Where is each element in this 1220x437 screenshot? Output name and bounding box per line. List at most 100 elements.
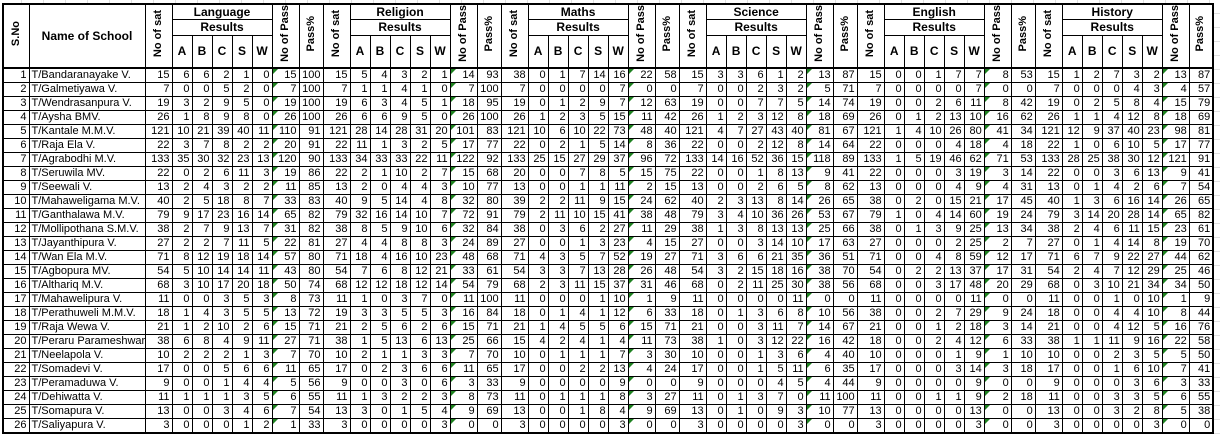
cell-language-pass-pct[interactable]: 91 [298, 123, 324, 139]
cell-sno[interactable]: 10 [2, 193, 30, 209]
cell-english-grade-b[interactable]: 0 [903, 417, 925, 434]
cell-history-no-of-sat[interactable]: 15 [1034, 66, 1063, 83]
cell-history-no-of-sat[interactable]: 71 [1034, 249, 1063, 265]
cell-english-no-of-pass[interactable]: 0 [983, 291, 1012, 307]
cell-maths-no-of-sat[interactable]: 54 [500, 263, 529, 279]
cell-language-no-of-pass[interactable]: 11 [271, 179, 300, 195]
cell-maths-no-of-sat[interactable]: 68 [500, 277, 529, 293]
cell-history-grade-a[interactable]: 0 [1061, 291, 1083, 307]
cell-religion-grade-c[interactable]: 13 [389, 333, 411, 349]
cell-science-grade-s[interactable]: 13 [765, 221, 787, 237]
cell-language-no-of-pass[interactable]: 15 [271, 319, 300, 335]
cell-language-grade-a[interactable]: 9 [171, 207, 193, 223]
cell-science-grade-c[interactable]: 27 [745, 123, 767, 139]
cell-language-no-of-sat[interactable]: 3 [144, 417, 173, 434]
cell-language-grade-b[interactable]: 0 [191, 291, 213, 307]
header-religion-grade-s[interactable]: S [409, 34, 431, 69]
cell-religion-grade-c[interactable]: 3 [389, 291, 411, 307]
cell-english-pass-pct[interactable]: 34 [1010, 123, 1036, 139]
cell-maths-no-of-pass[interactable]: 96 [627, 151, 656, 167]
cell-english-grade-w[interactable]: 59 [963, 249, 985, 265]
cell-language-no-of-sat[interactable]: 13 [144, 179, 173, 195]
cell-religion-no-of-pass[interactable]: 0 [449, 417, 478, 434]
cell-history-grade-c[interactable]: 9 [1101, 249, 1123, 265]
cell-maths-grade-w[interactable]: 10 [607, 291, 629, 307]
cell-science-grade-c[interactable]: 52 [745, 151, 767, 167]
cell-english-grade-w[interactable]: 12 [963, 333, 985, 349]
cell-school-name[interactable]: T/Althariq M.V. [28, 277, 146, 293]
header-religion-grade-b[interactable]: B [369, 34, 391, 69]
cell-english-grade-b[interactable]: 0 [903, 95, 925, 111]
cell-english-grade-w[interactable]: 9 [963, 347, 985, 363]
cell-language-grade-s[interactable]: 2 [231, 81, 253, 97]
cell-religion-pass-pct[interactable]: 93 [476, 66, 502, 83]
header-science-grade-s[interactable]: S [765, 34, 787, 69]
cell-english-pass-pct[interactable]: 31 [1010, 263, 1036, 279]
cell-history-grade-c[interactable]: 20 [1101, 207, 1123, 223]
cell-science-pass-pct[interactable]: 44 [832, 375, 858, 391]
cell-religion-grade-a[interactable]: 1 [349, 389, 371, 405]
cell-history-grade-b[interactable]: 0 [1081, 137, 1103, 153]
cell-maths-grade-s[interactable]: 7 [587, 249, 609, 265]
cell-language-grade-a[interactable]: 0 [171, 417, 193, 434]
cell-language-grade-c[interactable]: 5 [211, 81, 233, 97]
header-history-no-of-pass[interactable]: No of Pass [1161, 3, 1190, 69]
cell-english-pass-pct[interactable]: 24 [1010, 305, 1036, 321]
cell-science-grade-w[interactable]: 11 [785, 361, 807, 377]
cell-language-grade-a[interactable]: 0 [171, 375, 193, 391]
cell-english-grade-c[interactable]: 2 [923, 95, 945, 111]
cell-science-no-of-pass[interactable]: 118 [805, 151, 834, 167]
cell-religion-grade-b[interactable]: 5 [369, 333, 391, 349]
cell-english-pass-pct[interactable]: 24 [1010, 207, 1036, 223]
cell-religion-grade-a[interactable]: 2 [349, 319, 371, 335]
cell-language-no-of-pass[interactable]: 22 [271, 235, 300, 251]
cell-history-grade-a[interactable]: 0 [1061, 235, 1083, 251]
cell-maths-grade-s[interactable]: 22 [587, 123, 609, 139]
cell-language-no-of-pass[interactable]: 57 [271, 249, 300, 265]
cell-maths-grade-a[interactable]: 0 [527, 347, 549, 363]
cell-science-no-of-pass[interactable]: 53 [805, 207, 834, 223]
cell-science-pass-pct[interactable]: 66 [832, 221, 858, 237]
cell-language-grade-s[interactable]: 18 [231, 249, 253, 265]
cell-language-grade-b[interactable]: 2 [191, 347, 213, 363]
cell-maths-grade-c[interactable]: 2 [567, 95, 589, 111]
cell-history-pass-pct[interactable]: 57 [1188, 81, 1214, 97]
cell-science-grade-c[interactable]: 7 [745, 95, 767, 111]
cell-english-grade-a[interactable]: 0 [883, 179, 905, 195]
cell-maths-grade-a[interactable]: 0 [527, 291, 549, 307]
cell-language-grade-b[interactable]: 0 [191, 403, 213, 419]
cell-maths-grade-c[interactable]: 1 [567, 137, 589, 153]
cell-language-grade-b[interactable]: 6 [191, 66, 213, 83]
cell-science-no-of-sat[interactable]: 27 [678, 235, 707, 251]
cell-science-grade-c[interactable]: 3 [745, 305, 767, 321]
cell-english-no-of-sat[interactable]: 133 [856, 151, 885, 167]
cell-science-grade-b[interactable]: 7 [725, 123, 747, 139]
cell-history-pass-pct[interactable]: 0 [1188, 417, 1214, 434]
cell-religion-grade-c[interactable]: 16 [389, 249, 411, 265]
cell-english-grade-a[interactable]: 0 [883, 277, 905, 293]
cell-english-no-of-sat[interactable]: 121 [856, 123, 885, 139]
cell-science-grade-w[interactable]: 13 [785, 165, 807, 181]
cell-language-grade-s[interactable]: 2 [231, 319, 253, 335]
cell-english-pass-pct[interactable]: 29 [1010, 277, 1036, 293]
cell-maths-no-of-sat[interactable]: 38 [500, 66, 529, 83]
cell-english-no-of-pass[interactable]: 0 [983, 403, 1012, 419]
cell-school-name[interactable]: T/Wan Ela M.V. [28, 249, 146, 265]
cell-maths-pass-pct[interactable]: 63 [654, 95, 680, 111]
cell-language-grade-w[interactable]: 6 [251, 319, 273, 335]
cell-maths-grade-c[interactable]: 27 [567, 151, 589, 167]
cell-english-grade-s[interactable]: 2 [943, 319, 965, 335]
cell-maths-no-of-sat[interactable]: 9 [500, 375, 529, 391]
cell-english-grade-s[interactable]: 8 [943, 249, 965, 265]
cell-language-grade-a[interactable]: 6 [171, 66, 193, 83]
cell-history-no-of-sat[interactable]: 17 [1034, 361, 1063, 377]
cell-history-no-of-sat[interactable]: 22 [1034, 137, 1063, 153]
cell-sno[interactable]: 2 [2, 81, 30, 97]
cell-history-pass-pct[interactable]: 50 [1188, 347, 1214, 363]
cell-history-grade-s[interactable]: 10 [1121, 137, 1143, 153]
cell-religion-no-of-sat[interactable]: 133 [322, 151, 351, 167]
cell-maths-no-of-pass[interactable]: 48 [627, 123, 656, 139]
cell-english-grade-c[interactable]: 4 [923, 207, 945, 223]
cell-maths-pass-pct[interactable]: 48 [654, 263, 680, 279]
cell-history-no-of-sat[interactable]: 3 [1034, 417, 1063, 434]
